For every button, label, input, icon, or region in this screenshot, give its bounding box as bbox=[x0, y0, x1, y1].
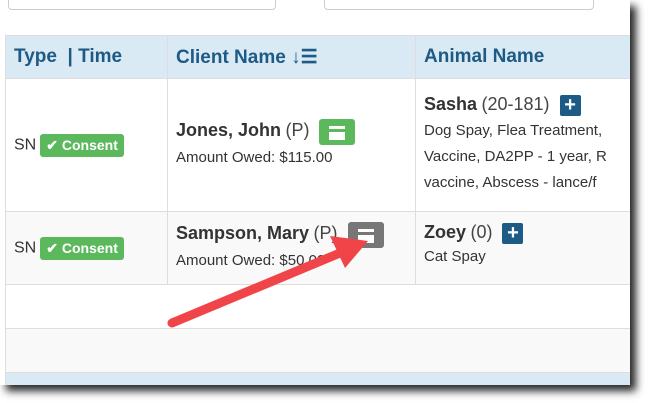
amount-owed: Amount Owed: $50.00 bbox=[176, 252, 326, 269]
plus-icon[interactable]: + bbox=[502, 223, 524, 245]
table-row: SN ✔ Consent Jones, John (P) Amount Owed:… bbox=[5, 78, 630, 212]
credit-card-icon[interactable] bbox=[347, 222, 384, 248]
service-line: Cat Spay bbox=[424, 248, 486, 266]
consent-badge[interactable]: ✔ Consent bbox=[40, 236, 124, 260]
credit-card-icon[interactable] bbox=[319, 119, 356, 145]
client-name[interactable]: Sampson, Mary bbox=[176, 223, 310, 244]
appointments-table: Type | Time Client Name ↓☰ Animal Name S… bbox=[5, 35, 630, 385]
table-row: SN ✔ Consent Sampson, Mary (P) Amount Owe… bbox=[5, 211, 630, 285]
animal-id: (20-181) bbox=[481, 93, 550, 114]
filter-input-2[interactable] bbox=[324, 0, 594, 10]
service-line: Vaccine, DA2PP - 1 year, R bbox=[424, 148, 607, 166]
consent-label: Consent bbox=[61, 239, 118, 256]
animal-id: (0) bbox=[470, 222, 493, 242]
table-footer bbox=[5, 372, 630, 385]
header-type-time[interactable]: Type | Time bbox=[5, 35, 168, 79]
animal-name[interactable]: Sasha bbox=[424, 93, 478, 114]
client-flag: (P) bbox=[313, 223, 338, 244]
filter-input-1[interactable] bbox=[8, 0, 276, 10]
empty-row bbox=[5, 284, 630, 329]
consent-label: Consent bbox=[61, 136, 118, 153]
sort-desc-icon[interactable]: ↓☰ bbox=[291, 46, 318, 68]
header-animal-name[interactable]: Animal Name bbox=[415, 35, 630, 79]
animal-name[interactable]: Zoey bbox=[424, 222, 467, 242]
plus-icon[interactable]: + bbox=[559, 95, 581, 117]
service-line: Dog Spay, Flea Treatment, bbox=[424, 122, 603, 140]
client-flag: (P) bbox=[285, 120, 310, 141]
amount-owed: Amount Owed: $115.00 bbox=[176, 149, 333, 166]
screenshot-frame: Type | Time Client Name ↓☰ Animal Name S… bbox=[5, 0, 630, 385]
type-text: SN bbox=[14, 239, 37, 257]
header-client-name[interactable]: Client Name ↓☰ bbox=[167, 35, 416, 79]
empty-row bbox=[5, 328, 630, 373]
table-header: Type | Time Client Name ↓☰ Animal Name bbox=[5, 35, 630, 79]
client-name[interactable]: Jones, John bbox=[176, 120, 282, 141]
service-line: vaccine, Abscess - lance/f bbox=[424, 174, 597, 192]
consent-badge[interactable]: ✔ Consent bbox=[40, 133, 124, 157]
type-text: SN bbox=[14, 136, 37, 154]
header-client-label: Client Name bbox=[176, 46, 286, 68]
